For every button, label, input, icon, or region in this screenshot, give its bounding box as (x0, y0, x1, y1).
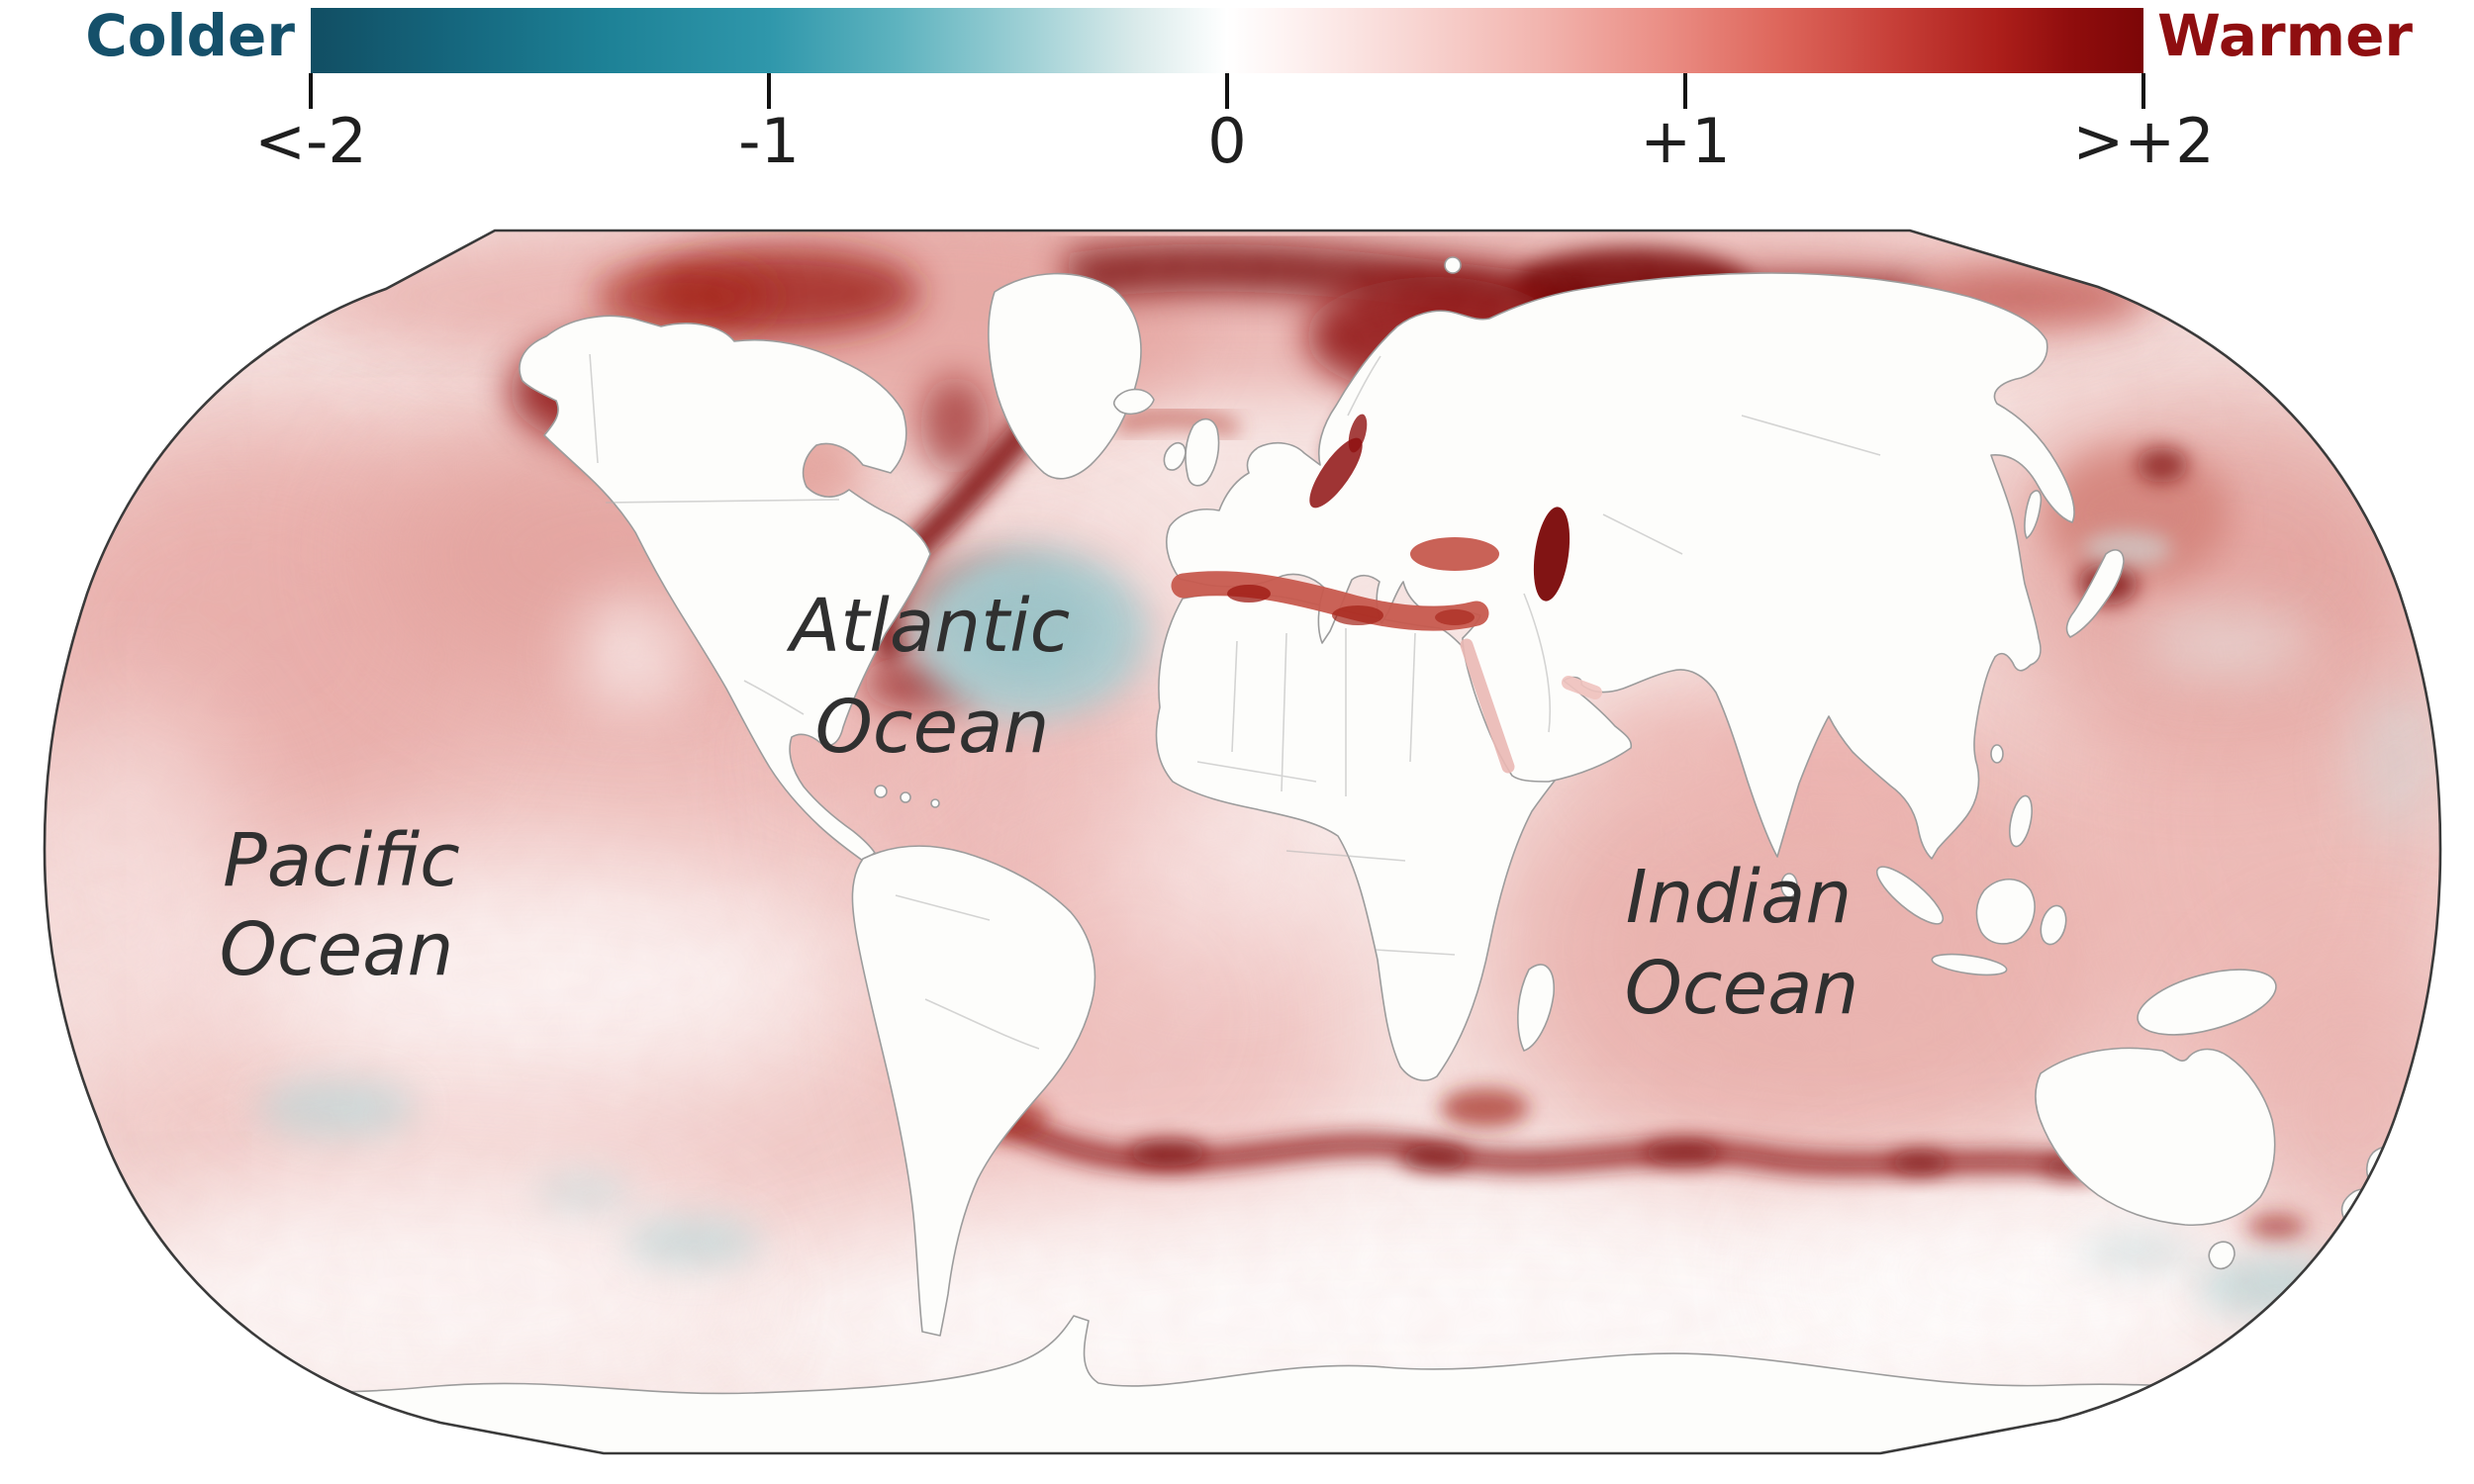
land-united-kingdom (1185, 417, 1220, 487)
land-ireland (1163, 441, 1187, 471)
land-australia (2035, 1047, 2276, 1227)
caspian-sea (1533, 507, 1570, 602)
land-south-america (851, 845, 1096, 1337)
land-caribbean-island (874, 785, 888, 798)
land-svalbard (1444, 256, 1462, 274)
land-tasmania (2208, 1241, 2236, 1270)
land-sulawesi (2040, 904, 2067, 946)
land-new-guinea (2137, 969, 2277, 1036)
land-philippines (2009, 794, 2033, 848)
land-north-america (519, 315, 931, 862)
map-outline (43, 229, 2442, 1455)
atlantic-ocean-label-line2: Ocean (815, 685, 1050, 770)
atlantic-ocean-label-line1: Atlantic (787, 584, 1071, 669)
land-iceland (1112, 388, 1155, 416)
land-japan (2065, 549, 2125, 638)
color-gradient-bar (311, 8, 2143, 73)
land-borneo (1975, 878, 2036, 945)
color-scale-legend: Colder Warmer <-2 -1 0 +1 >+2 (0, 0, 2474, 198)
land-sri-lanka (1780, 873, 1798, 898)
land-caribbean-island (930, 798, 940, 808)
persian-gulf (1562, 676, 1602, 699)
ocean-labels: Pacific Ocean Atlantic Ocean Indian Ocea… (220, 584, 1859, 1031)
indian-ocean-label-line1: Indian (1626, 855, 1853, 940)
land-taiwan (1990, 744, 2004, 764)
land-sakhalin (2024, 490, 2043, 539)
indian-ocean-label-line2: Ocean (1625, 946, 1859, 1031)
scale-tick-mark (767, 73, 771, 109)
scale-tick-label: -1 (738, 105, 800, 177)
land-antarctica (45, 1315, 2440, 1453)
warmer-label: Warmer (2157, 2, 2414, 69)
land-greenland (988, 272, 1142, 480)
scale-tick-label: +1 (1640, 105, 1731, 177)
country-borders (589, 353, 1881, 1050)
baltic-sea (1309, 437, 1363, 509)
scale-tick-label: <-2 (254, 105, 367, 177)
land-madagascar (1517, 964, 1555, 1052)
inland-seas-layer (1171, 414, 1602, 774)
scale-tick-label: >+2 (2072, 105, 2215, 177)
scale-tick-mark (1683, 73, 1687, 109)
land-java (1931, 953, 2008, 976)
ocean-texture (45, 231, 2440, 1453)
land-caribbean-island (900, 791, 911, 803)
colder-label: Colder (85, 2, 295, 69)
pacific-ocean-label-line2: Ocean (220, 907, 454, 992)
scale-tick-mark (1225, 73, 1229, 109)
red-sea (1460, 638, 1515, 774)
pacific-ocean-label-line1: Pacific (223, 818, 460, 903)
scale-tick-mark (2141, 73, 2145, 109)
scale-tick-mark (309, 73, 313, 109)
black-sea (1410, 537, 1499, 571)
land-africa (1155, 593, 1563, 1081)
scale-tick-label: 0 (1207, 105, 1247, 177)
land-layer (45, 256, 2440, 1453)
ocean-anomaly-layer (45, 231, 2440, 1453)
land-sumatra (1875, 866, 1945, 925)
